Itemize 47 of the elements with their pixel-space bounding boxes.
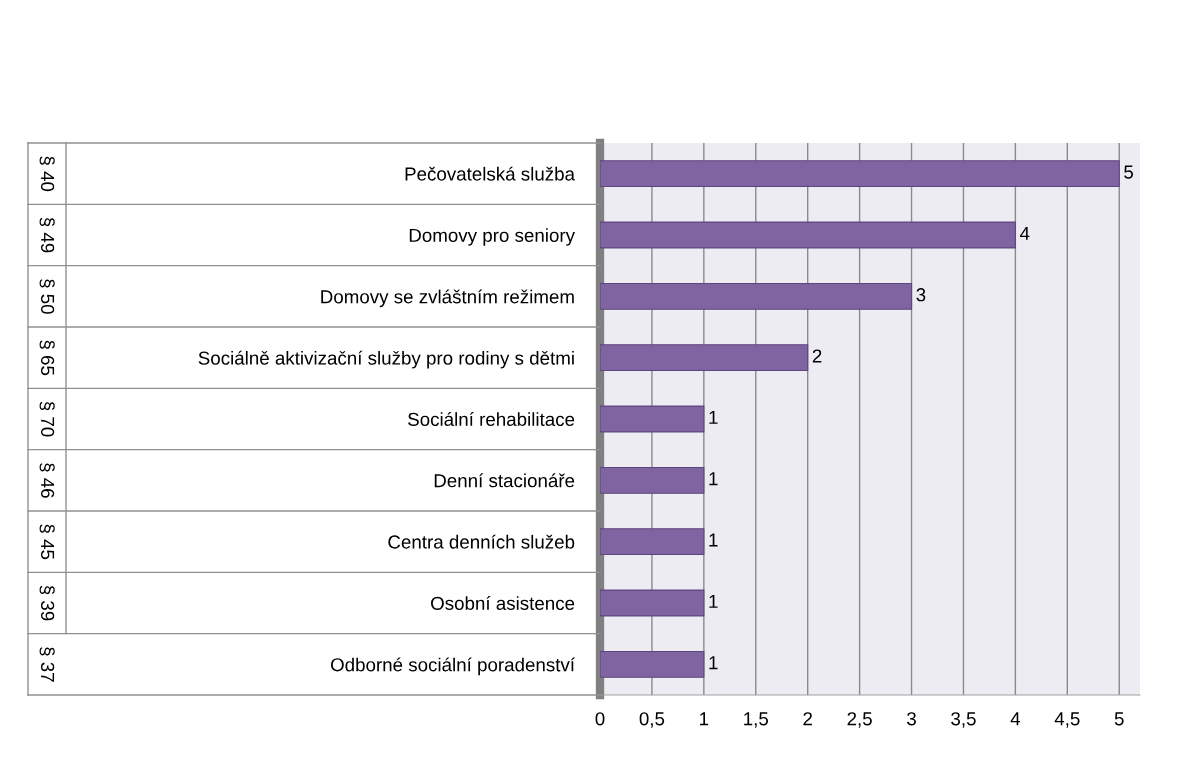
x-tick-label: 1 bbox=[700, 712, 709, 726]
text: § 46 bbox=[39, 463, 55, 498]
x-tick-label: 3,5 bbox=[951, 712, 976, 728]
x-tick-label: 4,5 bbox=[1054, 712, 1080, 728]
text: § 49 bbox=[39, 217, 55, 253]
x-tick-label: 0 bbox=[595, 712, 605, 726]
data-label: 3 bbox=[916, 288, 926, 302]
data-label: 1 bbox=[709, 656, 718, 670]
bar bbox=[600, 466, 705, 494]
y-tick-label: Pečovatelská služba bbox=[405, 166, 576, 181]
y-tick-label: Domovy pro seniory bbox=[409, 228, 575, 246]
bar bbox=[600, 282, 913, 310]
text: § 39 bbox=[39, 585, 55, 621]
y-tick-label: Denní stacionáře bbox=[434, 473, 575, 488]
y-tick-label: Centra denních služeb bbox=[388, 534, 575, 549]
x-tick-label: 4 bbox=[1010, 712, 1021, 726]
text: § 45 bbox=[39, 524, 55, 560]
text: § 70 bbox=[39, 401, 55, 437]
y-tick-label: Domovy se zvláštním režimem bbox=[321, 289, 574, 308]
data-label: 1 bbox=[709, 472, 718, 486]
x-tick-label: 2,5 bbox=[847, 712, 872, 728]
data-label: 2 bbox=[812, 349, 822, 363]
text: § 37 bbox=[39, 647, 55, 682]
x-tick-label: 2 bbox=[803, 712, 812, 726]
x-tick-label: 1,5 bbox=[744, 712, 769, 728]
bar bbox=[600, 221, 1016, 249]
text: § 50 bbox=[39, 279, 55, 314]
bar bbox=[600, 650, 705, 678]
data-label: 5 bbox=[1124, 165, 1134, 179]
x-tick-label: 5 bbox=[1114, 712, 1124, 726]
bar bbox=[600, 160, 1120, 188]
data-label: 1 bbox=[709, 533, 718, 547]
bar bbox=[600, 405, 705, 433]
x-tick-label: 3 bbox=[907, 712, 916, 726]
y-tick-label: Osobní asistence bbox=[431, 595, 575, 610]
data-label: 1 bbox=[709, 594, 718, 608]
bar bbox=[600, 344, 809, 372]
y-tick-label: Sociální rehabilitace bbox=[408, 411, 575, 426]
data-label: 4 bbox=[1019, 226, 1030, 240]
y-tick-label: Odborné sociální poradenství bbox=[330, 657, 575, 676]
text: § 40 bbox=[39, 156, 55, 192]
bar bbox=[600, 528, 705, 556]
y-tick-label: Sociálně aktivizační služby pro rodiny s dětmi bbox=[198, 350, 574, 369]
x-tick-label: 0,5 bbox=[639, 712, 665, 728]
data-label: 1 bbox=[709, 410, 718, 424]
bar bbox=[600, 589, 705, 617]
text: § 65 bbox=[39, 340, 55, 376]
